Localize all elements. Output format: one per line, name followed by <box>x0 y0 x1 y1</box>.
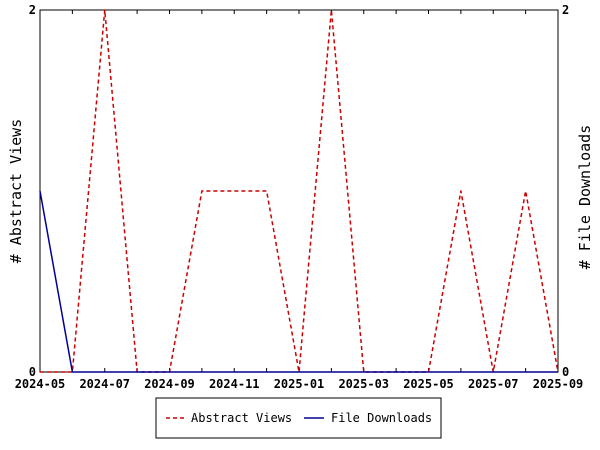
legend: Abstract Views File Downloads <box>155 397 442 439</box>
y-tick-label: 0 <box>29 365 36 379</box>
y-tick-label: 2 <box>29 3 36 17</box>
x-tick-label: 2025-01 <box>274 377 325 391</box>
series-layer <box>39 9 559 373</box>
x-tick-label: 2025-05 <box>403 377 454 391</box>
legend-label-abstract-views: Abstract Views <box>191 411 292 425</box>
y2-axis-title: # File Downloads <box>576 125 594 270</box>
x-tick-label: 2025-03 <box>338 377 389 391</box>
series-line-file-downloads <box>39 190 558 373</box>
series-line-abstract-views <box>40 9 559 373</box>
y-axis-title: # Abstract Views <box>7 119 25 264</box>
x-tick-label: 2024-11 <box>209 377 260 391</box>
plot-area <box>39 9 559 373</box>
legend-label-file-downloads: File Downloads <box>331 411 432 425</box>
x-tick-label: 2024-05 <box>15 377 66 391</box>
x-tick-label: 2024-09 <box>144 377 195 391</box>
x-tick-label: 2025-07 <box>468 377 519 391</box>
y2-tick-label: 2 <box>562 3 569 17</box>
legend-box <box>155 397 442 439</box>
tick-labels: 2024-05 2024-07 2024-09 2024-11 2025-01 2025-… <box>15 3 584 391</box>
x-tick-label: 2025-09 <box>533 377 584 391</box>
y2-tick-label: 0 <box>562 365 569 379</box>
x-tick-label: 2024-07 <box>79 377 130 391</box>
